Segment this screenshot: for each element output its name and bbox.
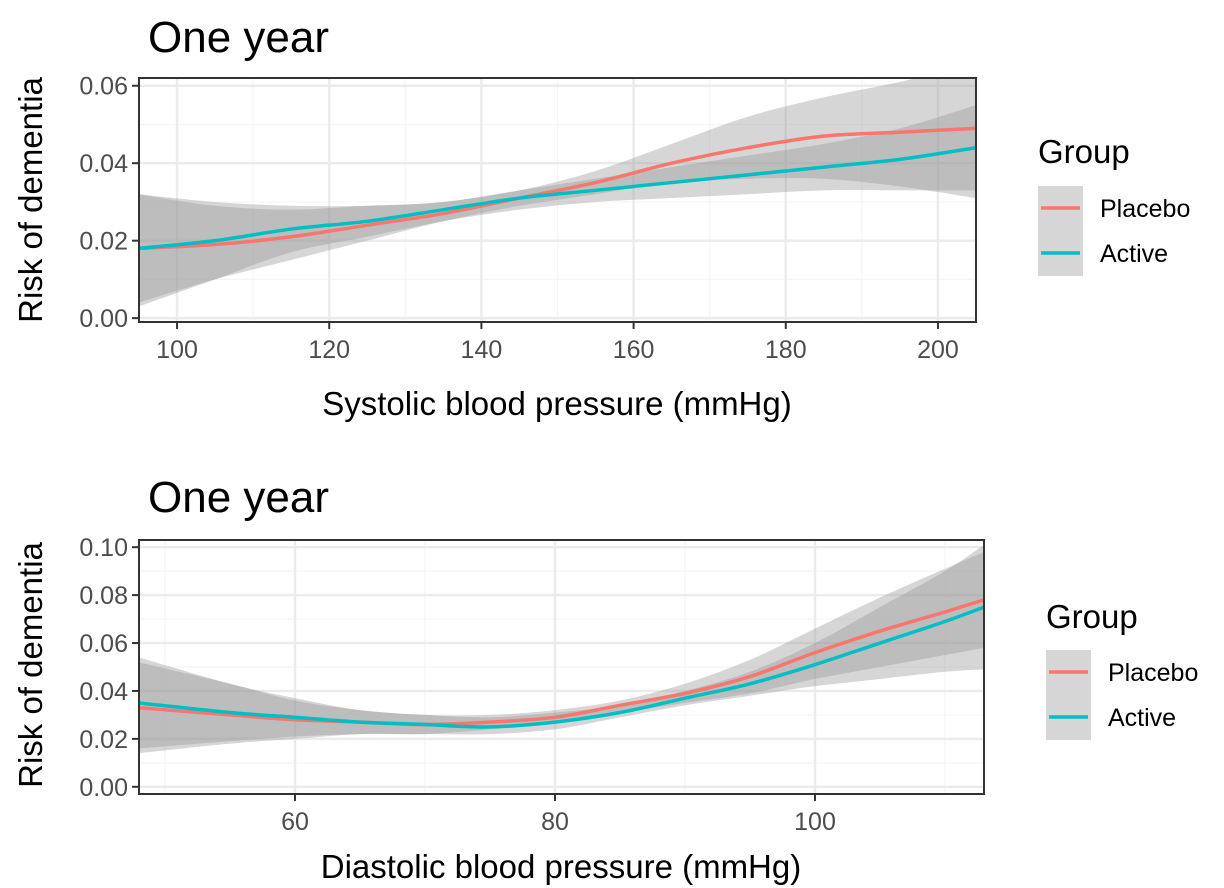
plot-border (138, 77, 977, 323)
x-tick-label: 160 (613, 336, 655, 364)
line-active (139, 145, 976, 251)
y-axis-label: Risk of dementia (12, 541, 49, 787)
y-tick-label: 0.00 (79, 305, 128, 333)
x-axis: 100 120 140 160 180 200 (156, 322, 959, 364)
plot-border (138, 539, 985, 795)
x-tick-label: 200 (917, 336, 959, 364)
y-tick-label: 0.00 (79, 774, 128, 802)
legend-label-placebo: Placebo (1100, 195, 1190, 223)
chart-systolic: One year 0.00 0.02 0.04 0.06 100 120 140 160 18… (12, 13, 1190, 422)
legend-label-active: Active (1108, 704, 1176, 732)
x-tick-label: 100 (156, 336, 198, 364)
grid (139, 540, 984, 794)
legend: Group Placebo Active (1046, 598, 1198, 740)
chart-title: One year (148, 13, 329, 62)
legend-label-placebo: Placebo (1108, 659, 1198, 687)
y-tick-label: 0.06 (79, 73, 128, 101)
x-tick-label: 140 (461, 336, 503, 364)
y-tick-label: 0.02 (79, 228, 128, 256)
y-axis: 0.00 0.02 0.04 0.06 (79, 73, 139, 333)
y-tick-label: 0.04 (79, 678, 128, 706)
y-tick-label: 0.02 (79, 726, 128, 754)
y-tick-label: 0.10 (79, 534, 128, 562)
line-active (139, 605, 984, 729)
x-tick-label: 60 (281, 808, 309, 836)
x-tick-label: 180 (765, 336, 807, 364)
ribbon-active (139, 105, 976, 307)
x-axis-label: Diastolic blood pressure (mmHg) (321, 848, 801, 885)
x-tick-label: 100 (794, 808, 836, 836)
line-placebo (139, 598, 984, 727)
x-tick-label: 120 (308, 336, 350, 364)
chart-title: One year (148, 473, 329, 522)
ribbon-active (139, 544, 984, 749)
legend-label-active: Active (1100, 240, 1168, 268)
legend-title: Group (1038, 133, 1130, 170)
y-tick-label: 0.08 (79, 582, 128, 610)
x-tick-label: 80 (541, 808, 569, 836)
y-tick-label: 0.06 (79, 630, 128, 658)
series-lines (139, 126, 976, 251)
legend-title: Group (1046, 598, 1138, 635)
chart-diastolic: One year 0.00 0.02 0.04 0.06 0.08 0.10 60 80 10… (12, 473, 1198, 885)
y-axis-label: Risk of dementia (12, 76, 49, 322)
x-axis: 60 80 100 (281, 794, 836, 836)
x-axis-label: Systolic blood pressure (mmHg) (322, 385, 791, 422)
grid (139, 78, 976, 322)
y-tick-label: 0.04 (79, 150, 128, 178)
series-lines (139, 598, 984, 729)
y-axis: 0.00 0.02 0.04 0.06 0.08 0.10 (79, 534, 139, 802)
legend: Group Placebo Active (1038, 133, 1190, 276)
line-placebo (139, 126, 976, 251)
